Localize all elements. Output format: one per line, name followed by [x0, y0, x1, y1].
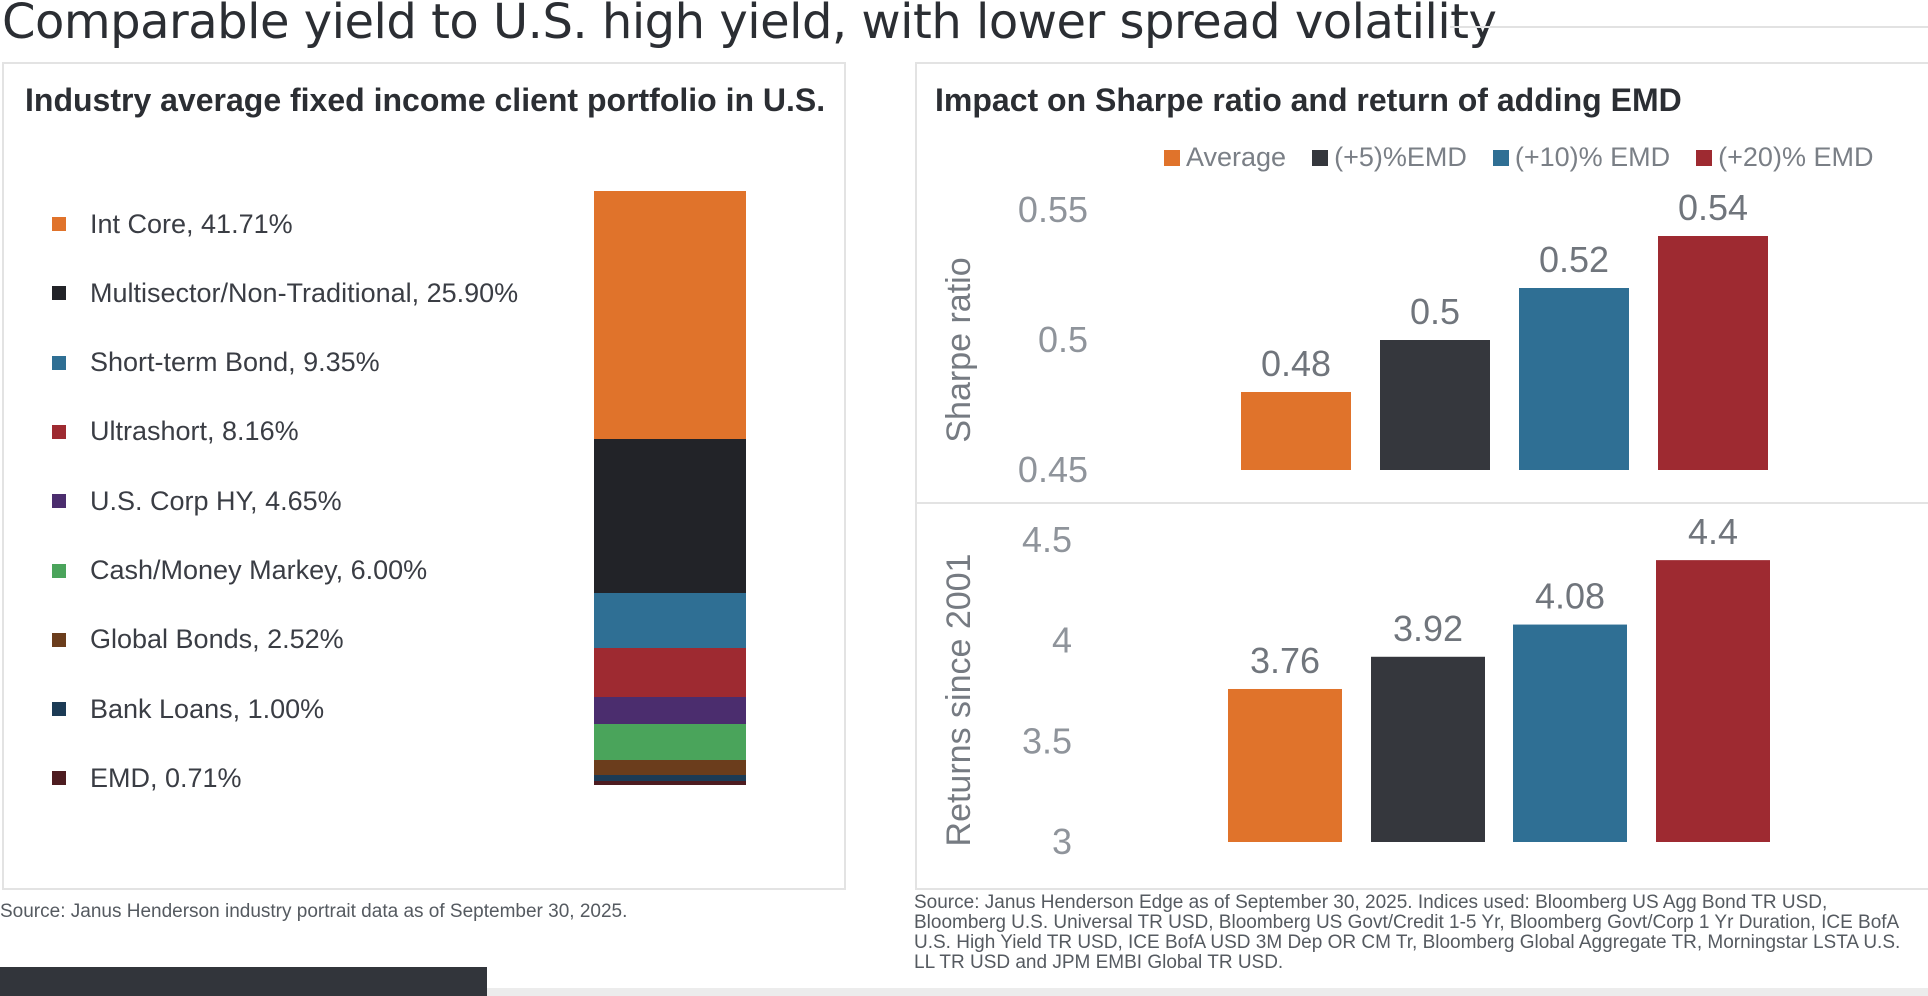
- legend-item-global-bonds: Global Bonds, 2.52%: [52, 620, 344, 660]
- bar-average: [1241, 392, 1351, 470]
- bar-5-emd: [1380, 340, 1490, 470]
- stack-segment-int-core: [594, 191, 746, 440]
- title-divider: [1450, 26, 1928, 28]
- legend-label: U.S. Corp HY, 4.65%: [90, 485, 342, 516]
- bar-value-label: 4.4: [1688, 511, 1738, 552]
- sharpe-return-chart-title: Impact on Sharpe ratio and return of add…: [935, 82, 1682, 118]
- legend-item-bank-loans: Bank Loans, 1.00%: [52, 689, 324, 729]
- cluster-legend: Average (+5)%EMD (+10)% EMD (+20)% EMD: [1164, 142, 1899, 173]
- legend-label: Multisector/Non-Traditional, 25.90%: [90, 277, 519, 308]
- bar-value-label: 0.48: [1261, 343, 1331, 384]
- legend-swatch: [1492, 149, 1509, 166]
- stack-segment-global-bonds: [594, 759, 746, 776]
- y-tick-label: 3.5: [1022, 720, 1072, 761]
- y-axis-label: Sharpe ratio: [940, 257, 978, 442]
- legend-item-10-emd: (+10)% EMD: [1492, 142, 1671, 173]
- bar-value-label: 3.92: [1393, 608, 1463, 649]
- y-axis-label: Returns since 2001: [940, 554, 978, 847]
- y-tick-label: 3: [1052, 821, 1072, 862]
- legend-swatch: [52, 771, 66, 786]
- footer-bar: [0, 967, 487, 996]
- stack-segment-u-s-corp-hy: [594, 696, 746, 725]
- portfolio-chart-panel: Industry average fixed income client por…: [2, 62, 846, 890]
- legend-swatch: [1164, 149, 1180, 166]
- stack-segment-multisector-non-traditional: [594, 438, 746, 594]
- y-tick-label: 0.45: [1018, 449, 1088, 490]
- legend-label: Int Core, 41.71%: [90, 208, 293, 239]
- stack-segment-emd: [594, 780, 746, 786]
- stack-segment-cash-money-markey: [594, 724, 746, 761]
- right-source-note: Source: Janus Henderson Edge as of Septe…: [914, 892, 1901, 973]
- stack-segment-short-term-bond: [594, 592, 746, 649]
- legend-swatch: [52, 217, 66, 231]
- legend-swatch: [52, 632, 66, 647]
- legend-swatch: [52, 494, 66, 509]
- bar-value-label: 0.54: [1678, 187, 1748, 228]
- panel-divider: [915, 502, 1928, 504]
- legend-item-ultrashort: Ultrashort, 8.16%: [52, 412, 299, 452]
- legend-swatch: [52, 355, 66, 370]
- legend-swatch: [52, 702, 66, 717]
- bar-value-label: 4.08: [1535, 576, 1605, 617]
- legend-label: (+5)%EMD: [1334, 142, 1467, 172]
- legend-swatch: [52, 286, 66, 301]
- legend-item-short-term-bond: Short-term Bond, 9.35%: [52, 343, 380, 383]
- legend-item-average: Average: [1164, 142, 1286, 173]
- legend-swatch: [52, 563, 66, 578]
- stack-segment-bank-loans: [594, 774, 746, 782]
- legend-item-5-emd: (+5)%EMD: [1312, 142, 1467, 173]
- y-tick-label: 4.5: [1022, 519, 1072, 560]
- legend-item-cash-money-markey: Cash/Money Markey, 6.00%: [52, 551, 427, 591]
- legend-label: Global Bonds, 2.52%: [90, 624, 344, 655]
- legend-swatch: [1696, 149, 1713, 166]
- legend-item-emd: EMD, 0.71%: [52, 758, 242, 798]
- legend-item-u-s-corp-hy: U.S. Corp HY, 4.65%: [52, 481, 342, 521]
- legend-item-multisector-non-traditional: Multisector/Non-Traditional, 25.90%: [52, 273, 518, 313]
- y-tick-label: 0.5: [1038, 319, 1088, 360]
- legend-label: Ultrashort, 8.16%: [90, 416, 299, 447]
- bar-average: [1228, 688, 1342, 842]
- bar-20-emd: [1656, 560, 1770, 842]
- legend-label: (+20)% EMD: [1718, 142, 1874, 172]
- legend-label: Bank Loans, 1.00%: [90, 693, 325, 724]
- bar-10-emd: [1519, 288, 1629, 470]
- legend-item-int-core: Int Core, 41.71%: [52, 204, 293, 244]
- bar-value-label: 0.52: [1539, 239, 1609, 280]
- legend-label: (+10)% EMD: [1514, 142, 1671, 172]
- stack-segment-ultrashort: [594, 648, 746, 698]
- legend-swatch: [1312, 149, 1329, 166]
- legend-label: Average: [1186, 142, 1287, 172]
- bar-5-emd: [1371, 656, 1485, 842]
- page-title: Comparable yield to U.S. high yield, wit…: [2, 0, 1497, 50]
- legend-label: Short-term Bond, 9.35%: [90, 347, 380, 378]
- legend-label: EMD, 0.71%: [90, 762, 242, 793]
- y-tick-label: 0.55: [1018, 189, 1088, 230]
- bar-20-emd: [1658, 236, 1768, 470]
- legend-swatch: [52, 424, 66, 439]
- legend-item-20-emd: (+20)% EMD: [1696, 142, 1873, 173]
- left-source-note: Source: Janus Henderson industry portrai…: [0, 901, 628, 922]
- bar-value-label: 0.5: [1410, 291, 1460, 332]
- y-tick-label: 4: [1052, 620, 1072, 661]
- bar-10-emd: [1513, 624, 1627, 842]
- portfolio-chart-title: Industry average fixed income client por…: [25, 82, 826, 118]
- legend-label: Cash/Money Markey, 6.00%: [90, 555, 428, 585]
- bar-value-label: 3.76: [1250, 640, 1320, 681]
- footer-rule: [487, 988, 1928, 996]
